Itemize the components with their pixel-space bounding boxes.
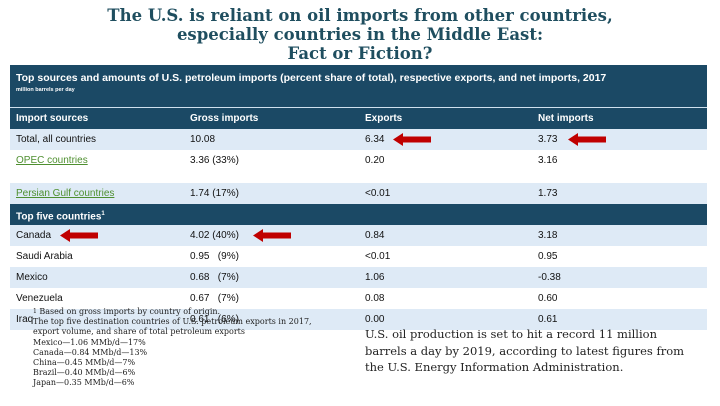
production-note: U.S. oil production is set to hit a reco…	[365, 326, 684, 376]
row-source: Iraq	[16, 314, 34, 325]
title-line-1: The U.S. is reliant on oil imports from …	[107, 6, 613, 25]
row-exports: <0.01	[365, 251, 391, 262]
row-gross: 3.36 (33%)	[190, 155, 239, 166]
row-net: 3.18	[538, 230, 558, 241]
row-exports: 1.06	[365, 272, 385, 283]
row-net: 0.95	[538, 251, 558, 262]
footnote-item: Canada—0.84 MMb/d—13%	[33, 347, 148, 357]
table-row: Iraq 0.61 (6%) 0.00 0.61	[10, 309, 707, 330]
row-gross: 0.61 (6%)	[190, 314, 239, 325]
footnote-text: Based on gross imports by country of ori…	[36, 307, 221, 316]
note-line-2: barrels a day by 2019, according to late…	[365, 343, 685, 358]
table-row: OPEC countries 3.36 (33%) 0.20 3.16	[10, 150, 707, 171]
section-footnote-mark: 1	[101, 211, 105, 217]
footnote-line-2: The top five destination countries of U.…	[33, 317, 312, 327]
row-gross: 1.74 (17%)	[190, 188, 239, 199]
title-line-2: especially countries in the Middle East:	[176, 25, 544, 44]
row-gross: 0.67 (7%)	[190, 293, 239, 304]
section-label-text: Top five countries	[16, 211, 102, 223]
footnote-mark: 1	[33, 308, 37, 315]
col-gross-imports: Gross imports	[190, 113, 259, 124]
table-subtitle: million barrels per day	[16, 87, 75, 93]
title-line-3: Fact or Fiction?	[287, 44, 433, 63]
col-import-sources: Import sources	[16, 113, 89, 124]
persian-gulf-countries-link[interactable]: Persian Gulf countries	[16, 188, 115, 199]
row-exports: 6.34	[365, 134, 385, 145]
row-net: 0.60	[538, 293, 558, 304]
row-exports: 0.20	[365, 155, 385, 166]
footnote-line-3: export volume, and share of total petrol…	[33, 327, 245, 337]
row-net: 3.73	[538, 134, 558, 145]
column-header-row: Import sources Gross imports Exports Net…	[10, 107, 707, 129]
note-line-3: the U.S. Energy Information Administrati…	[365, 360, 624, 374]
note-line-1: U.S. oil production is set to hit a reco…	[365, 327, 657, 341]
row-source: Total, all countries	[16, 134, 97, 145]
footnote-line-1: 1 Based on gross imports by country of o…	[33, 307, 312, 317]
row-source: Venezuela	[16, 293, 63, 304]
footnote-item: China—0.45 MMb/d—7%	[33, 358, 136, 368]
red-arrow-icon	[393, 133, 431, 146]
red-arrow-icon	[568, 133, 606, 146]
table-row: Venezuela 0.67 (7%) 0.08 0.60	[10, 288, 707, 309]
row-exports: 0.08	[365, 293, 385, 304]
footnote-item: Mexico—1.06 MMb/d—17%	[33, 337, 146, 347]
col-net-imports: Net imports	[538, 113, 594, 124]
row-source: Saudi Arabia	[16, 251, 73, 262]
table-row: Saudi Arabia 0.95 (9%) <0.01 0.95	[10, 246, 707, 267]
row-source: Mexico	[16, 272, 48, 283]
slide-title: The U.S. is reliant on oil imports from …	[0, 6, 720, 63]
row-net: 3.16	[538, 155, 558, 166]
row-gross: 4.02 (40%)	[190, 230, 239, 241]
footnote-item: Brazil—0.40 MMb/d—6%	[33, 368, 136, 378]
section-header-top-five: Top five countries1	[10, 204, 707, 225]
row-net: 1.73	[538, 188, 558, 199]
table-row: Persian Gulf countries 1.74 (17%) <0.01 …	[10, 183, 707, 204]
table-row: Canada 4.02 (40%) 0.84 3.18	[10, 225, 707, 246]
table-row: Total, all countries 10.08 6.34 3.73	[10, 129, 707, 150]
row-gross: 10.08	[190, 134, 216, 145]
col-exports: Exports	[365, 113, 403, 124]
row-source: Canada	[16, 230, 52, 241]
footnote-item: Japan—0.35 MMb/d—6%	[33, 378, 135, 388]
row-net: -0.38	[538, 272, 561, 283]
red-arrow-icon	[253, 229, 291, 242]
table-title: Top sources and amounts of U.S. petroleu…	[16, 72, 607, 84]
section-label: Top five countries1	[16, 204, 105, 227]
footnote: 1 Based on gross imports by country of o…	[33, 307, 312, 389]
opec-countries-link[interactable]: OPEC countries	[16, 155, 88, 166]
table-header: Top sources and amounts of U.S. petroleu…	[10, 65, 707, 107]
row-exports: 0.00	[365, 314, 385, 325]
imports-table: Top sources and amounts of U.S. petroleu…	[10, 65, 707, 330]
row-exports: 0.84	[365, 230, 385, 241]
row-gross: 0.95 (9%)	[190, 251, 239, 262]
row-exports: <0.01	[365, 188, 391, 199]
spacer-row	[10, 171, 707, 183]
table-row: Mexico 0.68 (7%) 1.06 -0.38	[10, 267, 707, 288]
row-net: 0.61	[538, 314, 558, 325]
red-arrow-icon	[60, 229, 98, 242]
row-gross: 0.68 (7%)	[190, 272, 239, 283]
